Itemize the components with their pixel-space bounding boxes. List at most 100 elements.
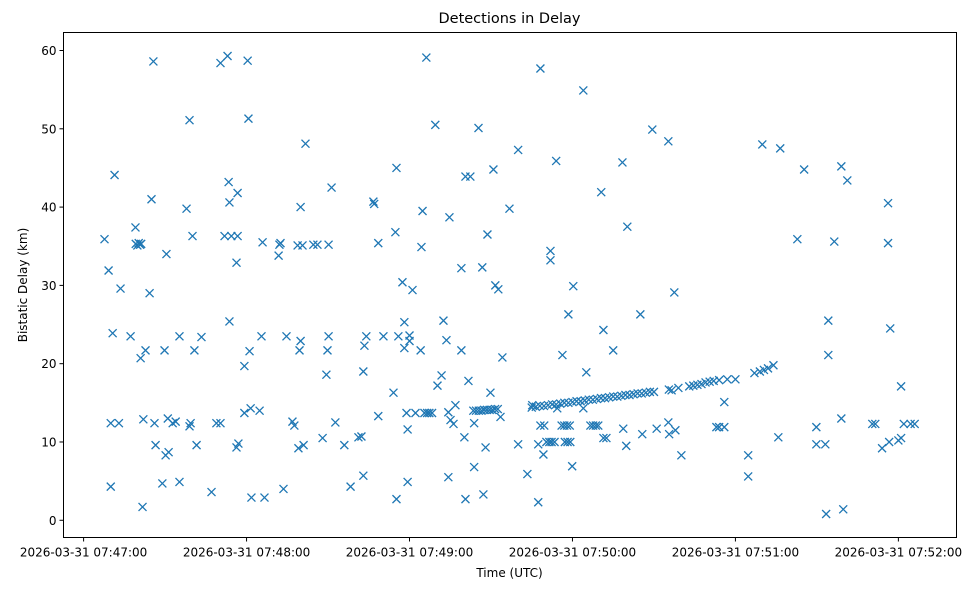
data-point [437, 370, 447, 380]
data-point [663, 417, 673, 427]
data-point [289, 421, 299, 430]
data-point [224, 197, 234, 207]
data-point [563, 437, 573, 447]
data-point [563, 309, 573, 319]
data-point [246, 403, 256, 413]
data-point [243, 114, 253, 124]
data-point [233, 439, 243, 449]
data-point [299, 440, 309, 450]
data-point [147, 194, 156, 204]
data-point [906, 419, 916, 429]
data-point [567, 461, 577, 471]
x-tick-label: 2026-03-31 07:48:00 [183, 546, 310, 560]
data-point [622, 222, 632, 232]
data-point [617, 158, 627, 167]
data-point [369, 199, 379, 209]
data-point [559, 398, 569, 408]
data-point [811, 439, 821, 449]
data-point [389, 388, 398, 398]
y-axis-ticks: 0 10 20 30 40 50 60 [41, 44, 64, 528]
data-point [557, 350, 567, 360]
data-point [258, 237, 268, 247]
data-point [743, 450, 753, 460]
data-point [393, 331, 403, 341]
x-tick-label: 2026-03-31 07:47:00 [20, 546, 147, 560]
data-point [562, 421, 572, 430]
data-point [296, 336, 306, 346]
data-point [368, 197, 378, 207]
data-point [546, 255, 555, 265]
data-point [295, 345, 304, 355]
data-point [450, 400, 460, 410]
data-point [339, 440, 349, 450]
data-point [546, 246, 555, 256]
data-point [110, 170, 120, 180]
data-point [829, 237, 839, 247]
data-point [232, 258, 241, 268]
data-point [581, 367, 591, 377]
data-point [359, 341, 369, 351]
data-point [138, 414, 148, 424]
data-point [533, 439, 543, 449]
y-axis-label: Bistatic Delay (km) [16, 228, 30, 343]
data-point [792, 234, 802, 244]
data-point [150, 418, 159, 428]
x-axis-label: Time (UTC) [475, 566, 542, 580]
data-point [324, 240, 334, 250]
data-point [757, 140, 767, 149]
data-point [645, 387, 655, 397]
data-point [596, 393, 606, 403]
data-point [547, 399, 557, 409]
data-point [296, 202, 306, 212]
data-point [161, 249, 171, 259]
data-point [276, 238, 285, 248]
data-point [565, 421, 575, 430]
data-point [233, 231, 243, 241]
data-point [239, 361, 249, 371]
data-point [633, 388, 643, 398]
y-tick-label: 60 [41, 44, 56, 58]
data-point [356, 432, 366, 441]
data-point [460, 494, 470, 504]
data-point [392, 163, 401, 173]
data-point [836, 414, 846, 423]
y-tick-label: 0 [49, 514, 57, 528]
data-points [100, 51, 920, 519]
data-point [652, 424, 662, 434]
data-point [596, 187, 606, 197]
data-point [427, 408, 437, 418]
data-point [821, 509, 831, 519]
data-point [279, 484, 288, 494]
data-point [131, 222, 140, 232]
data-point [883, 238, 893, 248]
data-point [836, 161, 846, 171]
data-point [481, 443, 491, 452]
data-point [106, 418, 116, 428]
data-point [207, 487, 216, 497]
data-point [884, 437, 894, 447]
data-point [497, 352, 507, 362]
data-point [535, 64, 545, 73]
data-point [114, 418, 124, 428]
data-point [584, 395, 594, 405]
data-point [578, 85, 588, 95]
data-point [224, 177, 234, 187]
data-point [647, 125, 657, 135]
data-point [189, 345, 199, 355]
data-point [392, 494, 401, 504]
data-point [663, 136, 673, 146]
data-point [870, 419, 880, 429]
y-tick-label: 30 [41, 279, 56, 293]
data-point [504, 204, 514, 214]
data-point [535, 401, 545, 411]
data-point [823, 350, 833, 360]
data-point [399, 343, 409, 353]
data-point [239, 408, 249, 418]
data-point [126, 331, 136, 341]
data-point [649, 387, 659, 397]
data-point [469, 418, 479, 428]
data-point [608, 392, 618, 402]
data-point [430, 120, 440, 130]
data-point [456, 345, 466, 355]
